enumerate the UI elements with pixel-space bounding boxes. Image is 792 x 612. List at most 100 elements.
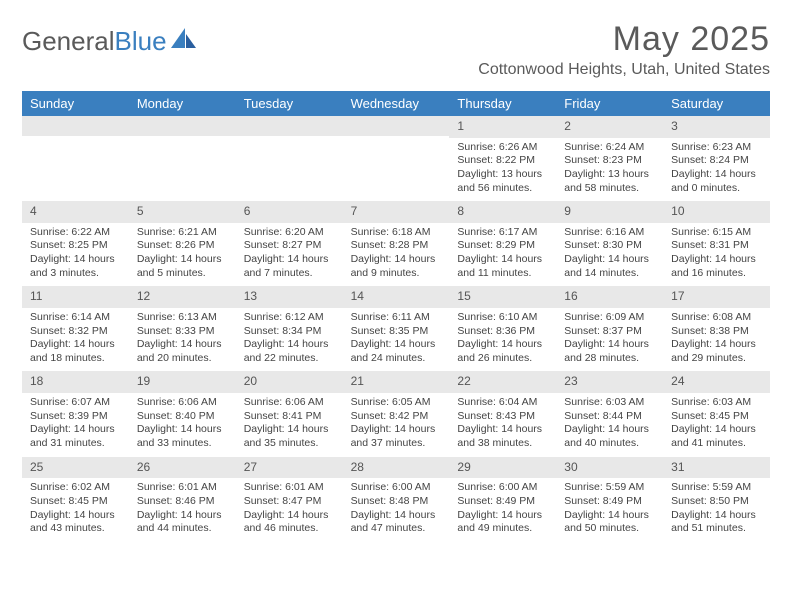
sunset-text: Sunset: 8:27 PM	[244, 239, 335, 253]
day-number: 18	[22, 371, 129, 393]
daylight-text: Daylight: 14 hours and 14 minutes.	[564, 253, 655, 280]
sunrise-text: Sunrise: 6:26 AM	[457, 141, 548, 155]
daylight-text: Daylight: 14 hours and 44 minutes.	[137, 509, 228, 536]
day-detail: Sunrise: 6:22 AMSunset: 8:25 PMDaylight:…	[22, 223, 129, 287]
daylight-text: Daylight: 14 hours and 0 minutes.	[671, 168, 762, 195]
daylight-text: Daylight: 14 hours and 22 minutes.	[244, 338, 335, 365]
sunset-text: Sunset: 8:38 PM	[671, 325, 762, 339]
day-detail: Sunrise: 6:02 AMSunset: 8:45 PMDaylight:…	[22, 478, 129, 542]
daylight-text: Daylight: 14 hours and 29 minutes.	[671, 338, 762, 365]
sunset-text: Sunset: 8:50 PM	[671, 495, 762, 509]
sunset-text: Sunset: 8:34 PM	[244, 325, 335, 339]
day-number: 17	[663, 286, 770, 308]
day-header-wednesday: Wednesday	[343, 91, 450, 116]
daylight-text: Daylight: 14 hours and 35 minutes.	[244, 423, 335, 450]
day-number: 6	[236, 201, 343, 223]
calendar-cell: 28Sunrise: 6:00 AMSunset: 8:48 PMDayligh…	[343, 457, 450, 542]
calendar-cell: 31Sunrise: 5:59 AMSunset: 8:50 PMDayligh…	[663, 457, 770, 542]
sunset-text: Sunset: 8:31 PM	[671, 239, 762, 253]
title-block: May 2025 Cottonwood Heights, Utah, Unite…	[478, 20, 770, 79]
day-detail: Sunrise: 6:13 AMSunset: 8:33 PMDaylight:…	[129, 308, 236, 372]
daylight-text: Daylight: 14 hours and 37 minutes.	[351, 423, 442, 450]
daylight-text: Daylight: 14 hours and 47 minutes.	[351, 509, 442, 536]
sunrise-text: Sunrise: 6:04 AM	[457, 396, 548, 410]
day-detail	[129, 136, 236, 194]
daylight-text: Daylight: 14 hours and 33 minutes.	[137, 423, 228, 450]
calendar-cell	[22, 116, 129, 201]
day-detail: Sunrise: 6:01 AMSunset: 8:47 PMDaylight:…	[236, 478, 343, 542]
calendar-cell: 14Sunrise: 6:11 AMSunset: 8:35 PMDayligh…	[343, 286, 450, 371]
daylight-text: Daylight: 14 hours and 9 minutes.	[351, 253, 442, 280]
day-number: 4	[22, 201, 129, 223]
sunset-text: Sunset: 8:41 PM	[244, 410, 335, 424]
day-header-friday: Friday	[556, 91, 663, 116]
week-row: 1Sunrise: 6:26 AMSunset: 8:22 PMDaylight…	[22, 116, 770, 201]
sunrise-text: Sunrise: 6:14 AM	[30, 311, 121, 325]
sunrise-text: Sunrise: 6:05 AM	[351, 396, 442, 410]
calendar-cell: 7Sunrise: 6:18 AMSunset: 8:28 PMDaylight…	[343, 201, 450, 286]
week-row: 18Sunrise: 6:07 AMSunset: 8:39 PMDayligh…	[22, 371, 770, 456]
day-detail: Sunrise: 6:16 AMSunset: 8:30 PMDaylight:…	[556, 223, 663, 287]
day-number	[343, 116, 450, 136]
calendar-cell: 16Sunrise: 6:09 AMSunset: 8:37 PMDayligh…	[556, 286, 663, 371]
day-number: 5	[129, 201, 236, 223]
sunset-text: Sunset: 8:44 PM	[564, 410, 655, 424]
month-title: May 2025	[478, 20, 770, 59]
sunset-text: Sunset: 8:28 PM	[351, 239, 442, 253]
day-number: 13	[236, 286, 343, 308]
sunset-text: Sunset: 8:32 PM	[30, 325, 121, 339]
calendar-cell	[236, 116, 343, 201]
sunset-text: Sunset: 8:29 PM	[457, 239, 548, 253]
sunset-text: Sunset: 8:35 PM	[351, 325, 442, 339]
daylight-text: Daylight: 14 hours and 28 minutes.	[564, 338, 655, 365]
sunrise-text: Sunrise: 6:12 AM	[244, 311, 335, 325]
sunset-text: Sunset: 8:24 PM	[671, 154, 762, 168]
day-detail: Sunrise: 6:03 AMSunset: 8:44 PMDaylight:…	[556, 393, 663, 457]
sunrise-text: Sunrise: 6:20 AM	[244, 226, 335, 240]
sunrise-text: Sunrise: 6:17 AM	[457, 226, 548, 240]
calendar-body: 1Sunrise: 6:26 AMSunset: 8:22 PMDaylight…	[22, 116, 770, 542]
daylight-text: Daylight: 14 hours and 43 minutes.	[30, 509, 121, 536]
daylight-text: Daylight: 14 hours and 20 minutes.	[137, 338, 228, 365]
brand-part2: Blue	[115, 26, 167, 57]
day-number: 26	[129, 457, 236, 479]
sunrise-text: Sunrise: 6:00 AM	[351, 481, 442, 495]
daylight-text: Daylight: 14 hours and 3 minutes.	[30, 253, 121, 280]
daylight-text: Daylight: 14 hours and 16 minutes.	[671, 253, 762, 280]
calendar-cell: 13 Sunrise: 6:12 AMSunset: 8:34 PMDayligh…	[236, 286, 343, 371]
day-number: 21	[343, 371, 450, 393]
day-detail: Sunrise: 6:18 AMSunset: 8:28 PMDaylight:…	[343, 223, 450, 287]
calendar-cell: 23Sunrise: 6:03 AMSunset: 8:44 PMDayligh…	[556, 371, 663, 456]
sunrise-text: Sunrise: 5:59 AM	[564, 481, 655, 495]
sunrise-text: Sunrise: 6:22 AM	[30, 226, 121, 240]
day-header-thursday: Thursday	[449, 91, 556, 116]
day-number: 14	[343, 286, 450, 308]
day-detail: Sunrise: 6:26 AMSunset: 8:22 PMDaylight:…	[449, 138, 556, 202]
day-number: 3	[663, 116, 770, 138]
calendar-cell: 17Sunrise: 6:08 AMSunset: 8:38 PMDayligh…	[663, 286, 770, 371]
day-detail: Sunrise: 6:17 AMSunset: 8:29 PMDaylight:…	[449, 223, 556, 287]
calendar-cell: 3Sunrise: 6:23 AMSunset: 8:24 PMDaylight…	[663, 116, 770, 201]
sunrise-text: Sunrise: 6:06 AM	[244, 396, 335, 410]
sunset-text: Sunset: 8:39 PM	[30, 410, 121, 424]
week-row: 25Sunrise: 6:02 AMSunset: 8:45 PMDayligh…	[22, 457, 770, 542]
day-detail	[343, 136, 450, 194]
calendar-cell: 29Sunrise: 6:00 AMSunset: 8:49 PMDayligh…	[449, 457, 556, 542]
calendar-cell: 20Sunrise: 6:06 AMSunset: 8:41 PMDayligh…	[236, 371, 343, 456]
day-detail: Sunrise: 6:01 AMSunset: 8:46 PMDaylight:…	[129, 478, 236, 542]
sunset-text: Sunset: 8:30 PM	[564, 239, 655, 253]
day-detail: Sunrise: 6:07 AMSunset: 8:39 PMDaylight:…	[22, 393, 129, 457]
day-number: 25	[22, 457, 129, 479]
sunrise-text: Sunrise: 5:59 AM	[671, 481, 762, 495]
daylight-text: Daylight: 14 hours and 51 minutes.	[671, 509, 762, 536]
day-number: 19	[129, 371, 236, 393]
calendar-cell: 18Sunrise: 6:07 AMSunset: 8:39 PMDayligh…	[22, 371, 129, 456]
calendar-cell: 12Sunrise: 6:13 AMSunset: 8:33 PMDayligh…	[129, 286, 236, 371]
daylight-text: Daylight: 14 hours and 31 minutes.	[30, 423, 121, 450]
header: GeneralBlue May 2025 Cottonwood Heights,…	[22, 20, 770, 79]
calendar-cell: 10Sunrise: 6:15 AMSunset: 8:31 PMDayligh…	[663, 201, 770, 286]
calendar-cell: 8Sunrise: 6:17 AMSunset: 8:29 PMDaylight…	[449, 201, 556, 286]
day-number: 9	[556, 201, 663, 223]
day-detail: Sunrise: 6:06 AMSunset: 8:40 PMDaylight:…	[129, 393, 236, 457]
day-detail	[22, 136, 129, 194]
